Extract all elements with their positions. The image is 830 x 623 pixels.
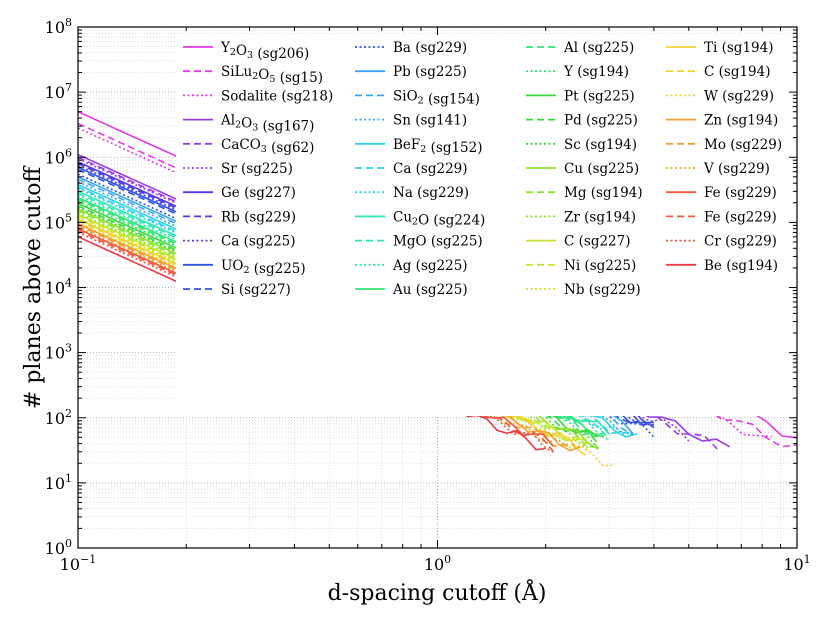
legend-label: W (sg229) — [704, 88, 774, 104]
legend-label: Cu (sg225) — [564, 161, 639, 177]
legend-label: Pd (sg225) — [564, 113, 638, 129]
legend-label: Sr (sg225) — [221, 161, 293, 177]
y-tick-label: 105 — [45, 211, 72, 232]
legend-label: Mo (sg229) — [704, 137, 782, 153]
x-tick-label: 100 — [424, 553, 451, 574]
legend-label: Zn (sg194) — [704, 113, 778, 129]
legend-label: Ti (sg194) — [704, 40, 773, 56]
x-tick-label: 101 — [783, 553, 810, 574]
legend-label: Nb (sg229) — [564, 282, 641, 298]
legend-label: Mg (sg194) — [564, 185, 643, 201]
legend-label: Al (sg225) — [563, 40, 634, 56]
legend-label: MgO (sg225) — [393, 234, 483, 250]
legend-label: Pt (sg225) — [564, 88, 635, 104]
legend-label: Cr (sg229) — [704, 234, 777, 250]
series-line — [77, 168, 655, 429]
y-tick-label: 103 — [45, 342, 72, 363]
legend-label: BeF2 (sg152) — [393, 137, 483, 156]
legend-label: Ge (sg227) — [221, 185, 296, 201]
legend-label: Au (sg225) — [392, 282, 468, 298]
legend-label: Fe (sg229) — [704, 185, 777, 201]
legend-label: Sc (sg194) — [564, 137, 637, 153]
legend-label: Ca (sg225) — [221, 234, 296, 250]
y-tick-label: 101 — [45, 472, 72, 493]
legend-label: C (sg227) — [564, 234, 631, 250]
y-tick-label: 108 — [45, 16, 72, 37]
series-line — [77, 231, 554, 453]
legend-label: Ba (sg229) — [393, 40, 467, 56]
y-tick-label: 104 — [45, 277, 72, 298]
legend-label: Zr (sg194) — [564, 209, 636, 225]
y-tick-label: 107 — [45, 81, 72, 102]
legend-label: SiLu2O5 (sg15) — [221, 64, 323, 86]
legend: Y2O3 (sg206)SiLu2O5 (sg15) Sodalite (sg21… — [176, 34, 792, 416]
legend-label: Si (sg227) — [221, 282, 291, 298]
legend-label: Y (sg194) — [563, 64, 629, 80]
legend-label: Ni (sg225) — [564, 258, 636, 274]
legend-label: Cu2O (sg224) — [393, 209, 485, 228]
legend-label: SiO2 (sg154) — [393, 88, 480, 107]
legend-label: C (sg194) — [704, 64, 771, 80]
legend-label: CaCO3 (sg62) — [221, 137, 314, 156]
legend-label: Rb (sg229) — [221, 209, 296, 225]
legend-label: Ag (sg225) — [392, 258, 468, 274]
y-tick-label: 100 — [45, 537, 72, 558]
x-tick-label: 10−1 — [60, 553, 97, 574]
legend-label: Ca (sg229) — [393, 161, 468, 177]
legend-label: Fe (sg229) — [704, 209, 777, 225]
legend-label: Na (sg229) — [393, 185, 469, 201]
legend-label: Be (sg194) — [704, 258, 778, 274]
legend-label: Sn (sg141) — [393, 113, 467, 129]
legend-label: UO2 (sg225) — [221, 258, 306, 277]
legend-box — [176, 34, 792, 416]
y-axis-title: # planes above cutoff — [21, 166, 46, 410]
y-tick-label: 106 — [45, 146, 72, 167]
legend-label: Pb (sg225) — [393, 64, 467, 80]
y-tick-label: 102 — [45, 407, 72, 428]
x-axis-title: d-spacing cutoff (Å) — [328, 578, 547, 606]
legend-label: Sodalite (sg218) — [221, 88, 333, 104]
legend-label: Al2O3 (sg167) — [220, 113, 314, 135]
legend-label: Y2O3 (sg206) — [220, 40, 309, 62]
legend-label: V (sg229) — [703, 161, 770, 177]
